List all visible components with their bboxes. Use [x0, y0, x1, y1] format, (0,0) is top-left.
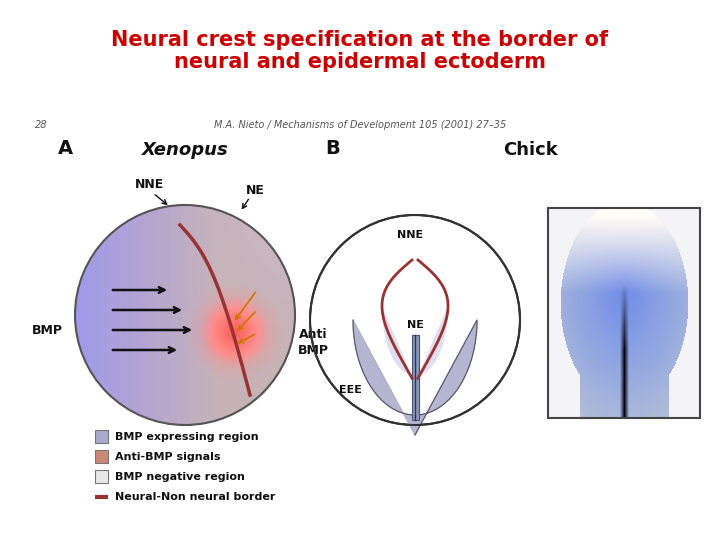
Text: Neural crest specification at the border of: Neural crest specification at the border…	[112, 30, 608, 50]
Bar	[95, 430, 108, 443]
Text: NE: NE	[246, 184, 264, 197]
Text: M.A. Nieto / Mechanisms of Development 105 (2001) 27–35: M.A. Nieto / Mechanisms of Development 1…	[214, 120, 506, 130]
Text: BMP expressing region: BMP expressing region	[115, 431, 258, 442]
Text: BMP: BMP	[32, 323, 63, 336]
Bar	[412, 335, 418, 420]
Text: NNE: NNE	[397, 230, 423, 240]
Bar	[95, 450, 108, 463]
Text: BMP negative region: BMP negative region	[115, 471, 245, 482]
Text: A: A	[58, 138, 73, 158]
Polygon shape	[383, 310, 447, 385]
Text: EEE: EEE	[338, 385, 361, 395]
Bar	[548, 208, 700, 418]
Text: NNE: NNE	[135, 179, 165, 192]
Text: Anti-BMP signals: Anti-BMP signals	[115, 451, 220, 462]
Text: Anti: Anti	[299, 328, 328, 341]
Text: NE: NE	[407, 320, 423, 330]
Text: 28: 28	[35, 120, 48, 130]
Text: Chick: Chick	[503, 141, 557, 159]
Text: Neural-Non neural border: Neural-Non neural border	[115, 491, 275, 502]
Circle shape	[310, 215, 520, 425]
Polygon shape	[353, 320, 477, 435]
Bar	[95, 470, 108, 483]
Text: Xenopus: Xenopus	[142, 141, 228, 159]
Text: BMP: BMP	[297, 343, 328, 356]
Text: neural and epidermal ectoderm: neural and epidermal ectoderm	[174, 52, 546, 72]
Text: B: B	[325, 138, 340, 158]
